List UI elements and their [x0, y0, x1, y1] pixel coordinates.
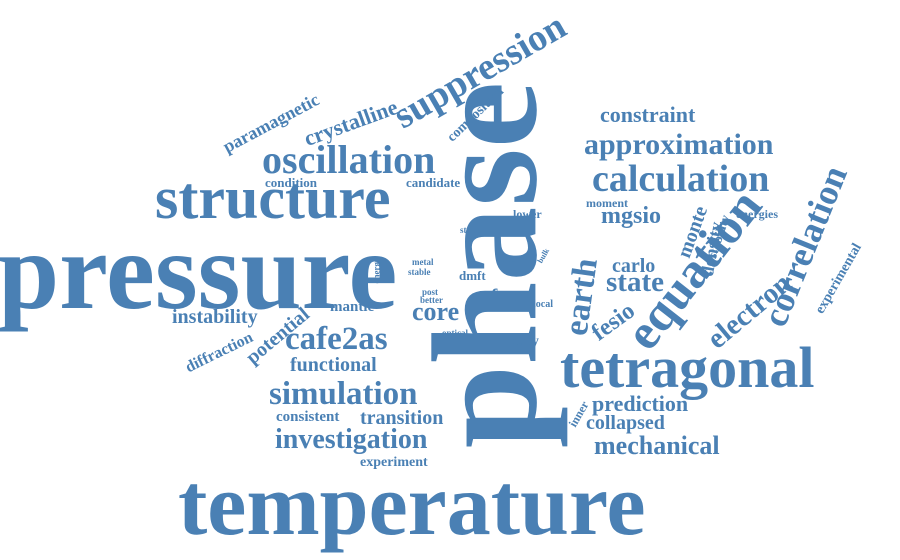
word-mechanical: mechanical [594, 431, 720, 460]
word-energy: energy [371, 257, 382, 284]
word-local: local [533, 299, 553, 310]
word-consistent: consistent [276, 409, 340, 425]
word-investigation: investigation [275, 424, 428, 455]
word-transition: transition [360, 407, 444, 429]
word-simulation: simulation [269, 376, 418, 412]
word-collapsed: collapsed [586, 412, 665, 434]
word-functional: functional [290, 354, 377, 376]
word-moment: moment [586, 196, 628, 210]
word-temperature: temperature [178, 457, 646, 554]
word-dmft: dmft [459, 268, 486, 283]
word-mantle: mantle [330, 299, 375, 315]
word-oscillation: oscillation [262, 137, 436, 182]
word-stable: stable [408, 267, 431, 277]
word-static: static [460, 225, 481, 235]
word-iron: iron [503, 251, 525, 265]
word-tetragonal: tetragonal [560, 335, 815, 400]
word-carlo: carlo [612, 255, 656, 277]
word-instability: instability [172, 306, 258, 328]
word-structure: structure [155, 165, 391, 231]
word-lower: lower [513, 207, 542, 221]
word-core: core [412, 297, 460, 326]
word-constraint: constraint [600, 102, 696, 127]
word-pressure: pressure [0, 210, 398, 332]
word-mgsio: mgsio [601, 203, 661, 229]
word-candidate: candidate [406, 175, 461, 190]
word-energies: energies [736, 207, 778, 221]
word-theory: theory [500, 334, 539, 349]
word-optical: optical [442, 328, 468, 338]
word-condition: condition [265, 175, 318, 190]
word-free: free [491, 286, 523, 307]
word-post: post [422, 287, 439, 297]
word-experiment: experiment [360, 455, 428, 470]
word-state: state [606, 266, 664, 298]
word-cafe2as: cafe2as [285, 321, 388, 357]
word-metal: metal [412, 257, 434, 267]
word-better: better [420, 295, 443, 305]
word-approximation: approximation [584, 128, 774, 161]
word-prediction: prediction [592, 391, 689, 416]
word-calculation: calculation [592, 158, 770, 200]
